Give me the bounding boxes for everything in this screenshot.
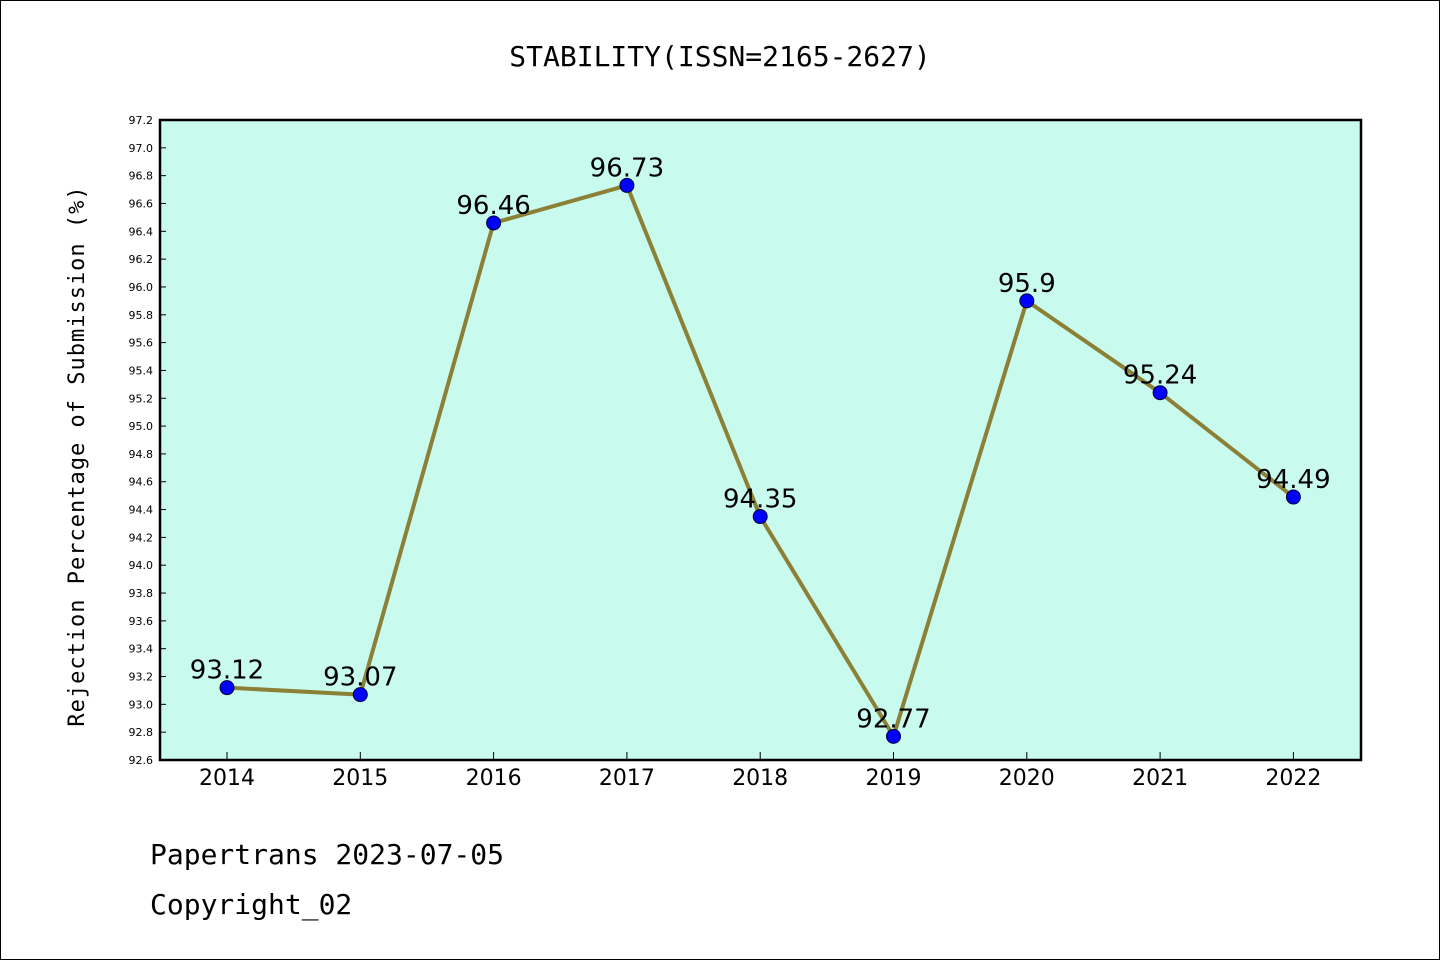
- data-point-marker: [886, 728, 901, 744]
- y-tick-label: 96.8: [129, 170, 154, 183]
- data-label: 94.35: [723, 485, 797, 515]
- x-tick-label: 2021: [1132, 766, 1188, 791]
- x-tick-label: 2020: [999, 766, 1055, 791]
- data-label: 95.9: [998, 269, 1056, 299]
- y-tick-label: 95.8: [129, 309, 154, 322]
- y-tick-label: 93.4: [129, 643, 154, 656]
- footer-copyright: Copyright_02: [150, 888, 352, 922]
- data-point-marker: [352, 687, 368, 703]
- data-point-marker: [486, 215, 502, 231]
- y-tick-label: 96.0: [129, 281, 154, 294]
- data-point-marker: [219, 680, 235, 696]
- y-tick-label: 93.6: [129, 615, 154, 628]
- data-label: 95.24: [1123, 361, 1197, 391]
- y-axis-ticks: 92.6 92.8 93.0 93.2 93.4 93.6 93.8 94.0 94.2 94.4…: [129, 114, 166, 767]
- data-label: 96.73: [590, 153, 664, 183]
- y-tick-label: 93.2: [129, 671, 154, 684]
- data-label: 96.46: [456, 191, 530, 221]
- data-point-marker: [752, 509, 768, 525]
- x-tick-label: 2022: [1265, 766, 1321, 791]
- y-tick-label: 94.0: [129, 559, 154, 572]
- y-tick-label: 93.0: [129, 698, 154, 711]
- y-tick-label: 94.6: [129, 476, 154, 489]
- data-point-marker: [1152, 385, 1168, 401]
- data-label: 93.07: [323, 663, 397, 693]
- y-tick-label: 92.6: [129, 754, 154, 767]
- y-tick-label: 94.2: [129, 531, 154, 544]
- y-tick-label: 93.8: [129, 587, 154, 600]
- y-axis-label: Rejection Percentage of Submission (%): [65, 185, 90, 726]
- data-point-marker: [619, 177, 635, 193]
- data-point-marker: [1285, 489, 1301, 505]
- y-tick-label: 96.4: [129, 225, 154, 238]
- x-tick-label: 2019: [866, 766, 922, 791]
- y-tick-label: 95.6: [129, 337, 154, 350]
- data-point-marker: [1019, 293, 1035, 309]
- y-tick-label: 95.4: [129, 364, 154, 377]
- y-tick-label: 94.4: [129, 504, 154, 517]
- x-tick-label: 2018: [732, 766, 788, 791]
- x-tick-label: 2017: [599, 766, 655, 791]
- footer-date: Papertrans 2023-07-05: [150, 838, 504, 871]
- y-tick-label: 94.8: [129, 448, 154, 461]
- plot-area: [160, 120, 1361, 760]
- x-tick-label: 2014: [199, 766, 255, 791]
- x-axis-ticks: 2014 2015 2016 2017 2018 2019 2020 2021 2022: [199, 752, 1321, 791]
- x-tick-label: 2015: [332, 766, 388, 791]
- data-label: 92.77: [856, 704, 930, 734]
- y-tick-label: 92.8: [129, 726, 154, 739]
- y-tick-label: 96.2: [129, 253, 154, 266]
- data-label: 93.12: [190, 656, 264, 686]
- chart-title: STABILITY(ISSN=2165-2627): [509, 40, 930, 73]
- y-tick-label: 95.0: [129, 420, 154, 433]
- y-tick-label: 97.2: [129, 114, 154, 127]
- x-tick-label: 2016: [466, 766, 522, 791]
- data-label: 94.49: [1256, 465, 1330, 495]
- y-tick-label: 97.0: [129, 142, 154, 155]
- plot-border: [158, 118, 1363, 762]
- y-tick-label: 95.2: [129, 392, 154, 405]
- y-tick-label: 96.6: [129, 197, 154, 210]
- data-series: 93.12 93.07 96.46 96.73 94.35 92.77 95.9 95.24 9…: [190, 153, 1331, 744]
